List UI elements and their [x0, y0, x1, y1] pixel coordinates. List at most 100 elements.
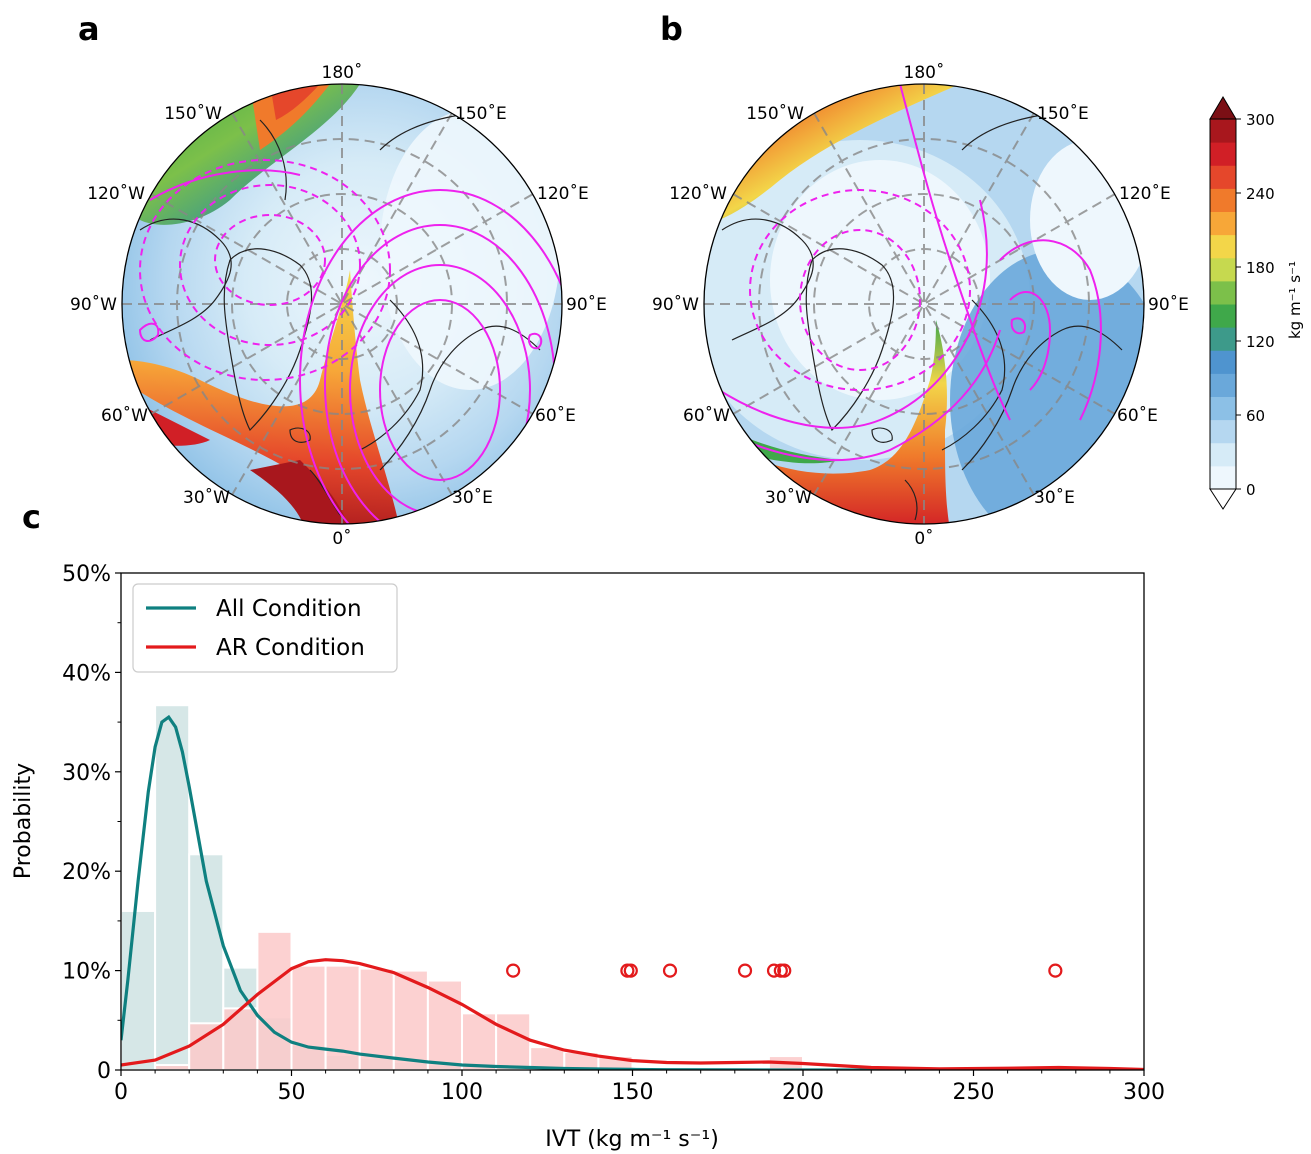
colorbar-segment	[1210, 142, 1236, 166]
y-tick-label: 40%	[62, 661, 111, 686]
map-a-label-180: 180˚	[322, 62, 363, 83]
pacific-moisture-band	[140, 84, 360, 225]
colorbar: 0 60 120 180 240 300 kg m⁻¹ s⁻¹	[1209, 96, 1304, 510]
colorbar-tick-label: 120	[1246, 333, 1275, 351]
map-b-label-150e: 150˚E	[1037, 103, 1089, 124]
ar-event-marker	[737, 963, 753, 978]
map-a-label-30w: 30˚W	[183, 487, 230, 508]
colorbar-segment	[1210, 257, 1236, 282]
colorbar-extend-max	[1209, 96, 1237, 120]
atlantic-jet-band	[122, 270, 400, 524]
colorbar-segment	[1210, 350, 1236, 374]
map-b-label-120e: 120˚E	[1119, 183, 1171, 204]
map-a-label-120w: 120˚W	[87, 183, 145, 204]
x-axis-label: IVT (kg m⁻¹ s⁻¹)	[545, 1127, 719, 1152]
panel-label-b: b	[660, 10, 683, 48]
legend-label-ar: AR Condition	[216, 635, 365, 661]
histogram-bar	[256, 930, 293, 1070]
y-tick-label: 10%	[62, 960, 111, 985]
map-a-label-90e: 90˚E	[566, 294, 607, 315]
map-b-label-0: 0˚	[914, 528, 933, 549]
colorbar-tick-label: 0	[1246, 481, 1256, 499]
panel-label-c: c	[22, 498, 41, 536]
colorbar-segment	[1210, 419, 1236, 444]
ar-event-marker	[766, 963, 782, 978]
x-tick-label: 300	[1123, 1080, 1165, 1105]
y-tick-label: 20%	[62, 860, 111, 885]
map-a-label-60w: 60˚W	[101, 405, 148, 426]
histogram-bar	[154, 704, 191, 1070]
x-tick-label: 150	[612, 1080, 654, 1105]
y-tick-label: 50%	[62, 562, 111, 587]
x-tick-label: 200	[782, 1080, 824, 1105]
x-tick-label: 250	[953, 1080, 995, 1105]
map-b-boundary	[703, 83, 1145, 525]
x-tick-label: 50	[278, 1080, 306, 1105]
y-axis-label: Probability	[11, 763, 36, 879]
map-b-label-30w: 30˚W	[765, 487, 812, 508]
ar-event-marker	[623, 963, 638, 978]
map-a-label-150w: 150˚W	[164, 103, 222, 124]
map-a-label-0: 0˚	[332, 528, 351, 549]
map-a-label-90w: 90˚W	[70, 294, 117, 315]
histogram-bar	[154, 1064, 191, 1070]
map-b-label-60w: 60˚W	[683, 405, 730, 426]
histogram-bar	[290, 964, 327, 1070]
colorbar-segment	[1210, 304, 1236, 328]
legend-label-all: All Condition	[216, 596, 362, 622]
legend: All Condition AR Condition	[132, 583, 398, 673]
coastlines-a	[139, 113, 541, 516]
ar-event-markers	[506, 963, 1063, 978]
histogram-panel: 0 50 100 150 200 250 300 0 10% 20% 30% 40% 50% IVT …	[11, 562, 1165, 1152]
colorbar-tick-label: 60	[1246, 407, 1265, 425]
map-b-label-90w: 90˚W	[652, 294, 699, 315]
map-b: 180˚ 0˚ 90˚W 90˚E 150˚W 150˚E 120˚W 120˚…	[652, 62, 1189, 549]
colorbar-label: kg m⁻¹ s⁻¹	[1286, 261, 1304, 339]
contours-b	[704, 84, 1102, 461]
map-a-label-30e: 30˚E	[452, 487, 493, 508]
colorbar-segment	[1210, 211, 1236, 236]
y-tick-label: 30%	[62, 761, 111, 786]
x-tick-label: 0	[114, 1080, 128, 1105]
histogram-bar	[188, 1022, 225, 1070]
colorbar-segment	[1210, 234, 1236, 259]
panel-label-a: a	[78, 10, 100, 48]
all-condition-kde-line	[121, 714, 1144, 1070]
map-a-label-120e: 120˚E	[537, 183, 589, 204]
graticule-b	[704, 84, 1144, 524]
histogram-bar	[222, 1007, 259, 1070]
ar-event-marker	[662, 963, 678, 978]
colorbar-segment	[1210, 327, 1236, 351]
colorbar-segment	[1210, 280, 1236, 305]
colorbar-segment	[1210, 396, 1236, 421]
colorbar-segment	[1210, 119, 1236, 143]
colorbar-tick-label: 180	[1246, 259, 1275, 277]
map-b-label-30e: 30˚E	[1034, 487, 1075, 508]
colorbar-extend-min	[1209, 488, 1237, 510]
colorbar-segment	[1210, 442, 1236, 467]
map-b-label-150w: 150˚W	[746, 103, 804, 124]
ar-event-marker	[1048, 963, 1063, 978]
y-tick-label: 0	[97, 1059, 111, 1084]
colorbar-tick-label: 240	[1246, 185, 1275, 203]
colorbar-frame	[1209, 118, 1237, 490]
colorbar-segment	[1210, 373, 1236, 397]
map-b-label-180: 180˚	[904, 62, 945, 83]
colorbar-tick-label: 300	[1246, 111, 1275, 129]
map-a-label-60e: 60˚E	[535, 405, 576, 426]
map-b-label-120w: 120˚W	[669, 183, 727, 204]
ar-condition-kde-line	[121, 958, 1144, 1070]
histogram-bar	[495, 1012, 532, 1070]
x-axis: 0 50 100 150 200 250 300	[114, 1070, 1165, 1105]
legend-box	[132, 583, 398, 673]
map-a-boundary	[121, 83, 563, 525]
colorbar-segment	[1210, 165, 1236, 189]
map-a-label-150e: 150˚E	[455, 103, 507, 124]
histogram-bar	[426, 979, 463, 1070]
ar-event-marker	[777, 963, 792, 978]
colorbar-segment	[1210, 188, 1236, 212]
x-tick-label: 100	[441, 1080, 483, 1105]
map-b-label-60e: 60˚E	[1117, 405, 1158, 426]
ar-event-marker	[506, 963, 521, 978]
